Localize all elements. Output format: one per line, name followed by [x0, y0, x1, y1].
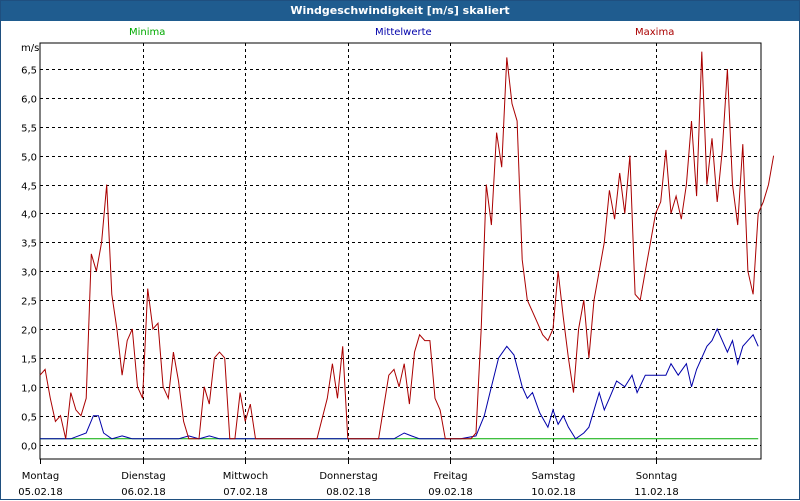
x-tick-day: Mittwoch: [223, 471, 268, 482]
y-tick-label: 2,0: [21, 326, 37, 337]
x-tick-day: Montag: [22, 471, 59, 482]
legend-minima: Minima: [129, 27, 166, 38]
x-tick-date: 11.02.18: [634, 487, 679, 498]
legend-mittelwerte: Mittelwerte: [375, 27, 432, 38]
y-tick-label: 5,5: [21, 124, 37, 135]
y-tick-label: 2,5: [21, 297, 37, 308]
x-tick-day: Samstag: [532, 471, 576, 482]
y-tick-label: 3,5: [21, 239, 37, 250]
series-mittelwerte: [40, 327, 759, 440]
series-maxima: [39, 51, 775, 440]
x-tick-date: 10.02.18: [531, 487, 576, 498]
legend-maxima: Maxima: [635, 27, 675, 38]
x-tick-date: 07.02.18: [223, 487, 268, 498]
y-tick-label: 0,0: [21, 442, 37, 453]
x-tick-day: Donnerstag: [319, 471, 377, 482]
y-tick-label: 4,0: [21, 210, 37, 221]
x-tick-date: 06.02.18: [121, 487, 166, 498]
plot-frame: [39, 42, 762, 460]
y-tick-label: 1,0: [21, 384, 37, 395]
window-title: Windgeschwindigkeit [m/s] skaliert: [1, 1, 799, 21]
x-tick-date: 08.02.18: [326, 487, 371, 498]
y-tick-label: 1,5: [21, 355, 37, 366]
x-tick-date: 09.02.18: [428, 487, 473, 498]
x-tick-date: 05.02.18: [18, 487, 63, 498]
y-tick-label: 0,5: [21, 413, 37, 424]
y-tick-label: 6,5: [21, 66, 37, 77]
y-tick-label: 6,0: [21, 95, 37, 106]
y-axis-label: m/s: [21, 43, 39, 54]
x-tick-day: Freitag: [433, 471, 467, 482]
y-tick-label: 5,0: [21, 153, 37, 164]
x-tick-day: Dienstag: [121, 471, 166, 482]
y-tick-label: 3,0: [21, 268, 37, 279]
x-tick-day: Sonntag: [636, 471, 678, 482]
y-tick-label: 4,5: [21, 182, 37, 193]
